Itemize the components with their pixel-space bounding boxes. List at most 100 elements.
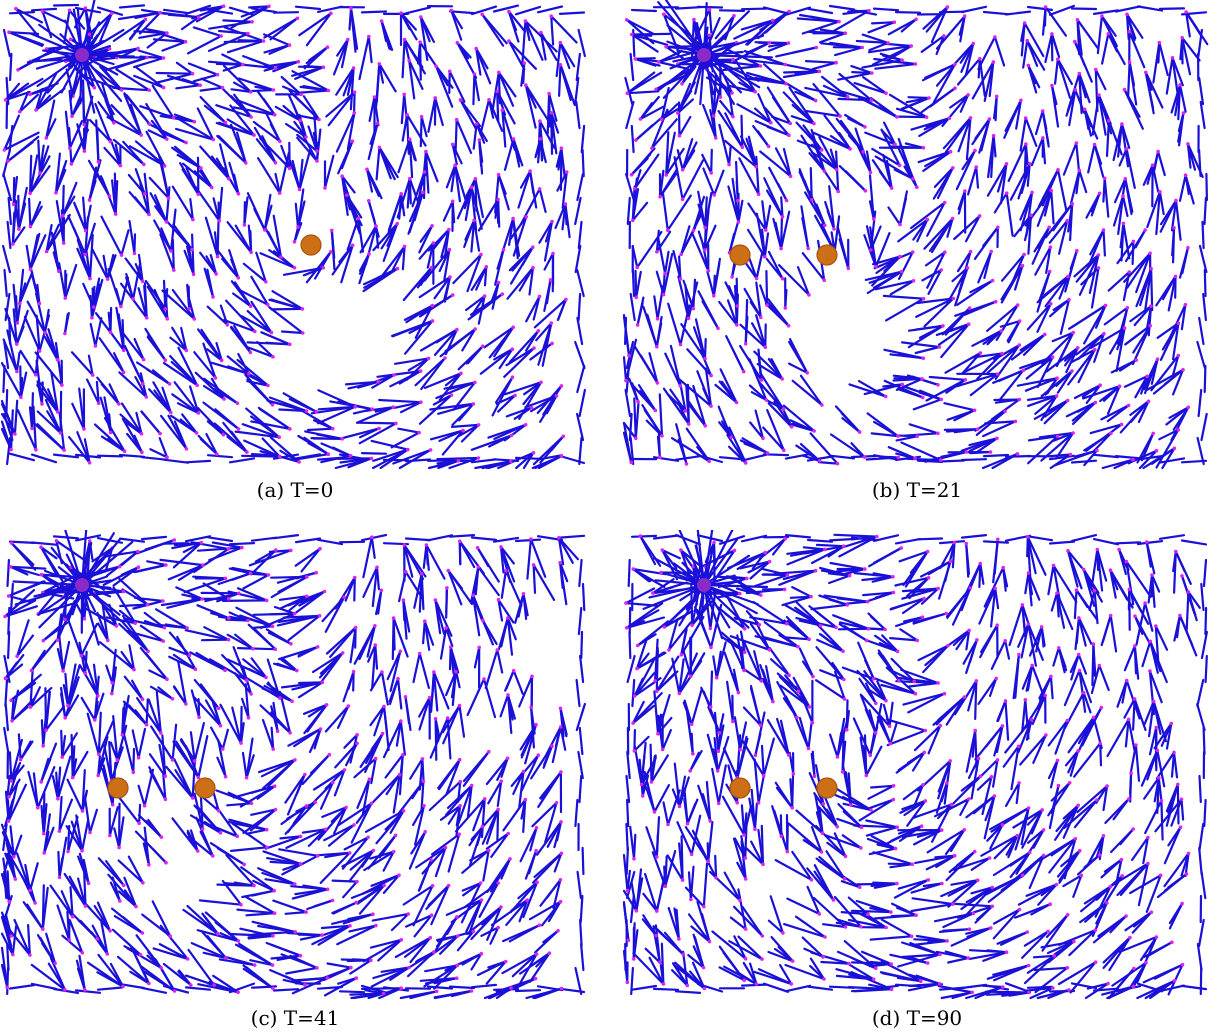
node-point — [183, 40, 188, 44]
edge-line — [734, 59, 757, 93]
edge-line — [1066, 549, 1083, 569]
edge-line — [498, 348, 514, 370]
node-point — [38, 171, 42, 175]
node-point — [1074, 141, 1079, 145]
edge-line — [7, 765, 20, 798]
edge-line — [522, 798, 527, 833]
edge-line — [137, 784, 146, 807]
edge-line — [1048, 399, 1069, 412]
edge-line — [30, 453, 58, 464]
node-point — [761, 436, 765, 441]
edge-line — [208, 20, 254, 30]
edge-line — [508, 329, 540, 364]
edge-line — [756, 363, 784, 380]
node-point — [537, 187, 542, 191]
edge-line — [455, 118, 473, 154]
node-point — [399, 719, 403, 723]
node-point — [424, 149, 428, 154]
edge-line — [139, 624, 165, 643]
node-point — [374, 923, 378, 928]
node-point — [677, 133, 682, 138]
node-point — [196, 411, 201, 415]
node-point — [1047, 269, 1052, 274]
edge-line — [137, 727, 147, 759]
edge-line — [423, 248, 451, 282]
edge-line — [1019, 116, 1027, 152]
edge-line — [1203, 196, 1208, 226]
edge-line — [420, 780, 425, 813]
edge-line — [337, 802, 373, 827]
node-point — [140, 697, 145, 701]
edge-line — [935, 34, 945, 56]
edge-line — [55, 539, 86, 561]
edge-line — [372, 448, 409, 462]
edge-line — [1067, 348, 1096, 386]
node-point — [736, 220, 741, 224]
node-point — [88, 276, 92, 281]
node-point — [7, 899, 11, 904]
node-point — [1148, 323, 1152, 328]
edge-line — [97, 720, 115, 756]
edge-line — [404, 537, 432, 542]
edge-line — [378, 62, 385, 84]
edge-line — [1106, 385, 1121, 415]
node-point — [521, 592, 526, 596]
edge-line — [323, 154, 335, 189]
edge-line — [1047, 564, 1055, 596]
edge-line — [425, 543, 446, 580]
node-point — [349, 6, 353, 11]
node-point — [783, 306, 788, 310]
node-point — [215, 452, 219, 456]
node-point — [884, 91, 888, 95]
node-point — [764, 398, 769, 402]
edge-line — [372, 448, 409, 470]
node-point — [822, 169, 827, 173]
node-point — [393, 833, 398, 838]
edge-line — [196, 107, 215, 141]
edge-line — [955, 372, 999, 388]
edge-line — [125, 273, 135, 301]
edge-line — [114, 143, 122, 167]
edge-line — [965, 542, 970, 578]
edge-line — [303, 64, 325, 69]
edge-line — [323, 823, 356, 842]
node-point — [507, 9, 511, 14]
edge-line — [804, 59, 838, 64]
node-point — [472, 218, 476, 223]
hub-spoke — [80, 532, 116, 587]
node-point — [731, 57, 735, 62]
edge-line — [630, 147, 656, 176]
edge-line — [951, 266, 969, 283]
edge-line — [330, 229, 336, 271]
edge-line — [139, 182, 151, 216]
node-point — [221, 747, 225, 751]
edge-line — [342, 913, 374, 925]
edge-line — [1161, 322, 1180, 351]
edge-line — [835, 567, 866, 573]
node-point — [42, 851, 46, 855]
node-point — [131, 770, 136, 775]
edge-line — [780, 196, 784, 218]
node-point — [296, 225, 300, 229]
node-point — [313, 800, 318, 805]
edge-line — [758, 537, 787, 560]
edge-line — [1093, 332, 1105, 363]
edge-line — [133, 434, 143, 454]
edge-line — [982, 420, 1017, 438]
edge-line — [278, 848, 319, 857]
node-point — [317, 614, 322, 618]
hub-spoke — [12, 580, 84, 587]
hub-spoke — [80, 583, 100, 646]
edge-line — [30, 541, 58, 546]
edge-line — [231, 706, 243, 745]
node-point — [558, 899, 563, 904]
edge-line — [628, 412, 633, 442]
node-point — [264, 279, 268, 284]
node-point — [1102, 331, 1106, 336]
edge-line — [1118, 147, 1128, 167]
node-point — [161, 85, 166, 90]
edge-line — [1171, 226, 1176, 264]
edge-line — [1070, 304, 1107, 329]
node-point — [275, 729, 280, 733]
edge-line — [456, 930, 475, 952]
